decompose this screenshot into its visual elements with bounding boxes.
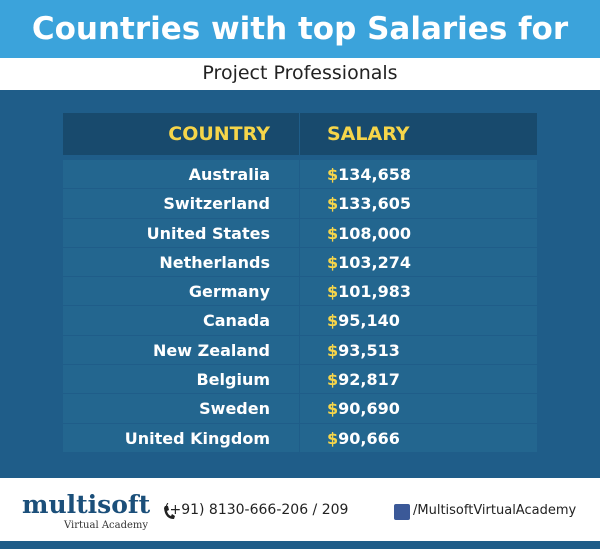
footer: multisoft Virtual Academy (+91) 8130-666…: [0, 478, 600, 549]
table-row: Sweden $90,690: [63, 394, 537, 424]
table-row: Australia $134,658: [63, 160, 537, 190]
table-row: Germany $101,983: [63, 277, 537, 307]
currency: $: [327, 282, 339, 302]
currency: $: [327, 399, 339, 419]
table-row: United States $108,000: [63, 218, 537, 248]
column-header: SALARY: [327, 123, 410, 145]
country: Germany: [63, 277, 300, 306]
phone-icon: [164, 506, 175, 519]
main-panel: COUNTRY SALARY Australia $134,658 Switzerl…: [0, 90, 600, 478]
table-row: United Kingdom $90,666: [63, 423, 537, 453]
salary: 133,605: [338, 194, 412, 214]
phone: (+91) 8130-666-206 / 209: [164, 502, 349, 518]
currency: $: [327, 311, 339, 331]
country: Belgium: [63, 365, 300, 394]
country: Canada: [63, 306, 300, 335]
salary-cell: $93,513: [300, 336, 537, 364]
salary-cell: $95,140: [300, 306, 537, 334]
salary-cell: $92,817: [300, 365, 537, 393]
country: New Zealand: [63, 335, 300, 365]
table-row: Canada $95,140: [63, 306, 537, 336]
salary-cell: $90,666: [300, 424, 537, 452]
country: United States: [63, 218, 300, 247]
salary-table: COUNTRY SALARY Australia $134,658 Switzerl…: [63, 113, 537, 453]
subtitle: Project Professionals: [202, 62, 398, 84]
country: United Kingdom: [63, 423, 300, 452]
currency: $: [327, 223, 339, 243]
currency: $: [327, 370, 339, 390]
logo-subtitle: Virtual Academy: [64, 520, 149, 531]
salary: 90,690: [338, 399, 400, 419]
salary: 93,513: [338, 340, 400, 360]
currency: $: [327, 428, 339, 448]
salary: 101,983: [338, 282, 412, 302]
currency: $: [327, 340, 339, 360]
title: Countries with top Salaries for: [0, 0, 600, 58]
salary: 108,000: [338, 223, 412, 243]
salary: 134,658: [338, 165, 412, 184]
table-row: New Zealand $93,513: [63, 335, 537, 366]
country: Switzerland: [63, 189, 300, 218]
salary: 92,817: [338, 370, 400, 390]
salary-cell: $133,605: [300, 189, 537, 217]
currency: $: [327, 252, 339, 272]
salary-cell: $134,658: [300, 160, 537, 188]
facebook-icon: [394, 504, 410, 520]
country: Australia: [63, 160, 300, 189]
header-row: COUNTRY SALARY: [63, 113, 537, 156]
table-row: Switzerland $133,605: [63, 189, 537, 219]
country: Sweden: [63, 394, 300, 423]
country: Netherlands: [63, 247, 300, 277]
currency: $: [327, 165, 339, 184]
salary-cell: $101,983: [300, 277, 537, 305]
salary-cell: $108,000: [300, 219, 537, 247]
salary: 90,666: [338, 428, 400, 448]
salary-cell: $103,274: [300, 248, 537, 276]
salary-cell: $90,690: [300, 394, 537, 422]
table-row: Netherlands $103,274: [63, 247, 537, 278]
salary: 103,274: [338, 252, 412, 272]
currency: $: [327, 194, 339, 214]
salary: 95,140: [338, 311, 400, 331]
facebook-link[interactable]: /MultisoftVirtualAcademy: [413, 503, 577, 518]
table-row: Belgium $92,817: [63, 365, 537, 395]
column-header: COUNTRY: [63, 113, 300, 155]
logo: multisoft: [22, 490, 151, 519]
